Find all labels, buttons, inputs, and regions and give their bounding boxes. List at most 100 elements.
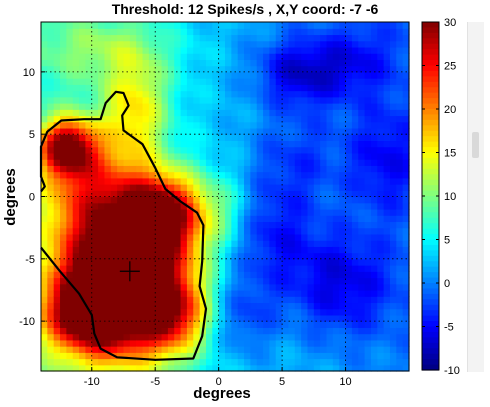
heatmap-cell xyxy=(117,358,125,366)
heatmap-cell xyxy=(377,34,385,42)
heatmap-cell xyxy=(256,208,264,216)
heatmap-cell xyxy=(72,177,80,185)
heatmap-cell xyxy=(161,40,169,48)
heatmap-cell xyxy=(313,314,321,322)
heatmap-cell xyxy=(91,103,99,110)
heatmap-cell xyxy=(288,159,296,166)
heatmap-cell xyxy=(167,165,175,173)
heatmap-cell xyxy=(205,215,213,223)
colorbar-segment xyxy=(422,185,439,192)
heatmap-cell xyxy=(41,240,48,247)
heatmap-cell xyxy=(282,339,290,347)
heatmap-cell xyxy=(110,115,118,123)
heatmap-cell xyxy=(263,190,271,198)
heatmap-cell xyxy=(294,327,302,335)
heatmap-cell xyxy=(307,78,315,85)
heatmap-cell xyxy=(358,296,366,304)
heatmap-cell xyxy=(370,59,378,67)
heatmap-cell xyxy=(104,271,112,279)
heatmap-cell xyxy=(161,121,169,129)
heatmap-cell xyxy=(244,190,251,198)
heatmap-cell xyxy=(155,233,163,241)
heatmap-cell xyxy=(275,53,283,60)
heatmap-cell xyxy=(60,252,67,260)
heatmap-cell xyxy=(364,339,372,347)
heatmap-cell xyxy=(402,252,410,260)
heatmap-cell xyxy=(244,302,251,310)
heatmap-cell xyxy=(212,296,220,304)
heatmap-cell xyxy=(161,127,169,135)
heatmap-cell xyxy=(320,90,328,98)
heatmap-cell xyxy=(186,165,194,173)
heatmap-cell xyxy=(123,283,131,291)
heatmap-cell xyxy=(282,127,290,135)
heatmap-cell xyxy=(402,314,410,322)
heatmap-cell xyxy=(91,40,99,48)
heatmap-cell xyxy=(288,302,296,310)
heatmap-cell xyxy=(402,352,410,360)
colorbar-scrollbar[interactable] xyxy=(467,22,484,372)
heatmap-cell xyxy=(320,159,328,166)
heatmap-cell xyxy=(396,196,404,204)
heatmap-cell xyxy=(364,221,372,229)
heatmap-cell xyxy=(212,53,220,60)
heatmap-cell xyxy=(155,71,163,79)
heatmap-cell xyxy=(72,333,80,341)
colorbar-segment xyxy=(422,98,439,105)
heatmap-cell xyxy=(351,121,359,129)
heatmap-cell xyxy=(301,28,309,36)
heatmap-cell xyxy=(389,28,397,36)
heatmap-cell xyxy=(351,115,359,123)
heatmap-cell xyxy=(110,96,118,104)
heatmap-cell xyxy=(167,134,175,142)
heatmap-cell xyxy=(377,296,385,304)
heatmap-cell xyxy=(66,53,74,60)
heatmap-cell xyxy=(136,346,144,353)
heatmap-cell xyxy=(231,289,239,297)
heatmap-cell xyxy=(142,358,150,366)
heatmap-cell xyxy=(377,22,385,29)
heatmap-cell xyxy=(396,159,404,166)
heatmap-cell xyxy=(288,258,296,266)
heatmap-cell xyxy=(351,78,359,85)
heatmap-cell xyxy=(218,258,226,266)
heatmap-cell xyxy=(256,271,264,279)
heatmap-cell xyxy=(332,308,340,316)
heatmap-cell xyxy=(263,289,271,297)
heatmap-cell xyxy=(282,240,290,247)
heatmap-cell xyxy=(326,146,334,154)
heatmap-cell xyxy=(358,302,366,310)
heatmap-cell xyxy=(370,46,378,54)
heatmap-cell xyxy=(98,152,106,160)
heatmap-cell xyxy=(269,140,277,148)
heatmap-cell xyxy=(180,190,188,198)
heatmap-cell xyxy=(263,146,271,154)
heatmap-cell xyxy=(256,221,264,229)
heatmap-cell xyxy=(225,358,232,366)
heatmap-cell xyxy=(142,302,150,310)
heatmap-cell xyxy=(263,221,271,229)
heatmap-cell xyxy=(53,252,61,260)
heatmap-cell xyxy=(79,71,87,79)
heatmap-cell xyxy=(288,314,296,322)
heatmap-cell xyxy=(91,258,99,266)
heatmap-cell xyxy=(155,258,163,266)
scrollbar-thumb[interactable] xyxy=(472,132,479,158)
heatmap-cell xyxy=(288,364,296,372)
heatmap-cell xyxy=(275,240,283,247)
heatmap-cell xyxy=(79,103,87,110)
heatmap-cell xyxy=(47,339,55,347)
heatmap-cell xyxy=(193,84,201,92)
heatmap-cell xyxy=(161,314,169,322)
heatmap-cell xyxy=(193,34,201,42)
heatmap-cell xyxy=(47,240,55,247)
heatmap-cell xyxy=(332,140,340,148)
heatmap-cell xyxy=(167,71,175,79)
heatmap-cell xyxy=(91,364,99,372)
heatmap-cell xyxy=(98,252,106,260)
heatmap-cell xyxy=(98,59,106,67)
heatmap-cell xyxy=(339,327,347,335)
heatmap-cell xyxy=(358,65,366,73)
heatmap-cell xyxy=(117,171,125,179)
heatmap-cell xyxy=(358,152,366,160)
